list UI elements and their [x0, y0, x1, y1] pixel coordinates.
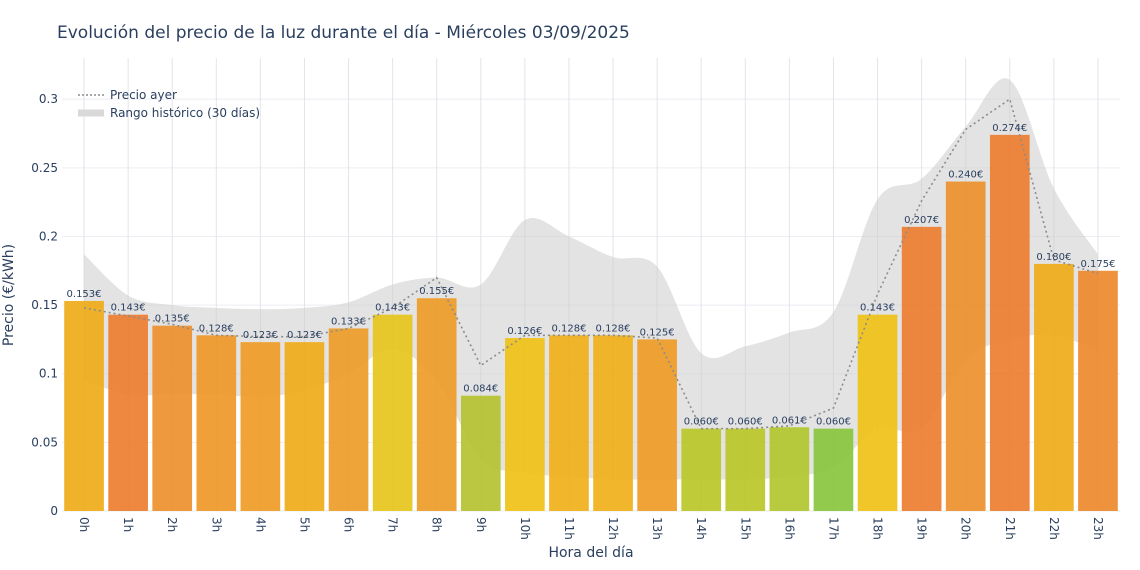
x-tick-label-16h: 16h [782, 517, 796, 540]
chart-title: Evolución del precio de la luz durante e… [57, 23, 630, 43]
legend: Precio ayer Rango histórico (30 días) [78, 88, 260, 120]
bar-label-1h: 0.143€ [111, 303, 146, 314]
bar-14h [681, 428, 722, 511]
x-tick-label-0h: 0h [77, 517, 91, 532]
bar-label-18h: 0.143€ [860, 303, 895, 314]
bar-label-16h: 0.061€ [772, 415, 807, 426]
bars [64, 134, 1118, 511]
y-tick-label-3: 0.15 [31, 298, 58, 312]
bar-18h [857, 314, 898, 511]
x-tick-label-2h: 2h [165, 517, 179, 532]
bar-label-13h: 0.125€ [640, 327, 675, 338]
bar-label-0h: 0.153€ [67, 289, 102, 300]
bar-label-2h: 0.135€ [155, 314, 190, 325]
bar-1h [108, 314, 148, 511]
bar-2h [152, 325, 193, 511]
bar-label-21h: 0.274€ [992, 123, 1027, 134]
x-tick-label-5h: 5h [297, 517, 311, 532]
x-tick-label-3h: 3h [209, 517, 223, 532]
y-tick-label-6: 0.3 [39, 92, 58, 106]
bar-7h [372, 314, 413, 511]
bar-23h [1078, 270, 1118, 511]
bar-20h [945, 181, 986, 511]
bar-label-5h: 0.123€ [287, 330, 322, 341]
x-tick-label-10h: 10h [518, 517, 532, 540]
bar-6h [328, 328, 369, 511]
x-tick-label-14h: 14h [694, 517, 708, 540]
bar-13h [637, 339, 677, 511]
yesterday-line [83, 97, 1099, 430]
bar-17h [813, 428, 854, 511]
bar-label-17h: 0.060€ [816, 417, 851, 428]
x-tick-label-22h: 22h [1047, 517, 1061, 540]
x-axis-title: Hora del día [548, 545, 633, 561]
x-tick-label-23h: 23h [1091, 517, 1105, 540]
bar-15h [725, 428, 766, 511]
bar-label-3h: 0.128€ [199, 323, 234, 334]
bar-label-22h: 0.180€ [1036, 252, 1071, 263]
legend-item-historic: Rango histórico (30 días) [110, 106, 260, 120]
x-tick-label-4h: 4h [253, 517, 267, 532]
y-tick-label-0: 0 [50, 504, 58, 518]
bar-label-20h: 0.240€ [948, 170, 983, 181]
bar-label-23h: 0.175€ [1080, 259, 1115, 270]
yesterday-price-line [83, 97, 1099, 430]
bar-8h [416, 298, 457, 511]
bar-label-6h: 0.133€ [331, 316, 366, 327]
x-tick-label-19h: 19h [915, 517, 929, 540]
y-tick-label-2: 0.1 [39, 367, 58, 381]
bar-22h [1034, 263, 1074, 511]
bar-label-9h: 0.084€ [463, 384, 498, 395]
legend-item-yesterday: Precio ayer [110, 88, 177, 102]
x-tick-label-21h: 21h [1003, 517, 1017, 540]
x-tick-label-20h: 20h [959, 517, 973, 540]
bar-label-15h: 0.060€ [728, 417, 763, 428]
bar-labels: 0.153€ 0.143€ 0.135€ 0.128€ 0.123€ 0.123€ 0.13… [67, 123, 1116, 428]
bar-16h [769, 427, 810, 511]
x-tick-label-15h: 15h [738, 517, 752, 540]
x-tick-label-11h: 11h [562, 517, 576, 540]
bar-12h [593, 335, 633, 511]
bar-10h [505, 338, 545, 511]
y-tick-label-4: 0.2 [39, 229, 58, 243]
bar-label-8h: 0.155€ [419, 286, 454, 297]
bar-label-7h: 0.143€ [375, 303, 410, 314]
x-tick-label-6h: 6h [342, 517, 356, 532]
bar-11h [549, 335, 589, 511]
x-tick-label-7h: 7h [386, 517, 400, 532]
bar-9h [460, 395, 501, 511]
x-tick-label-1h: 1h [121, 517, 135, 532]
y-tick-label-1: 0.05 [31, 435, 58, 449]
x-tick-label-13h: 13h [650, 517, 664, 540]
x-tick-label-17h: 17h [826, 517, 840, 540]
bar-19h [901, 226, 942, 511]
bar-5h [284, 342, 325, 511]
y-axis-ticks: 0 0.05 0.1 0.15 0.2 0.25 0.3 [31, 92, 58, 518]
bar-label-4h: 0.123€ [243, 330, 278, 341]
x-tick-label-8h: 8h [430, 517, 444, 532]
x-tick-label-9h: 9h [474, 517, 488, 532]
bar-3h [196, 335, 237, 511]
bar-4h [240, 342, 281, 511]
bar-0h [64, 300, 104, 511]
bar-label-19h: 0.207€ [904, 215, 939, 226]
y-axis-title: Precio (€/kWh) [1, 244, 17, 346]
bar-label-14h: 0.060€ [684, 417, 719, 428]
bar-label-10h: 0.126€ [507, 326, 542, 337]
x-tick-label-18h: 18h [871, 517, 885, 540]
x-tick-label-12h: 12h [606, 517, 620, 540]
y-tick-label-5: 0.25 [31, 161, 58, 175]
bar-label-12h: 0.128€ [596, 323, 631, 334]
bar-label-11h: 0.128€ [551, 323, 586, 334]
x-axis-ticks: 0h 1h 2h 3h 4h 5h 6h 7h 8h 9h 10h 11h 12h 13h 14h 15h 16… [77, 517, 1105, 540]
bar-21h [989, 134, 1030, 511]
